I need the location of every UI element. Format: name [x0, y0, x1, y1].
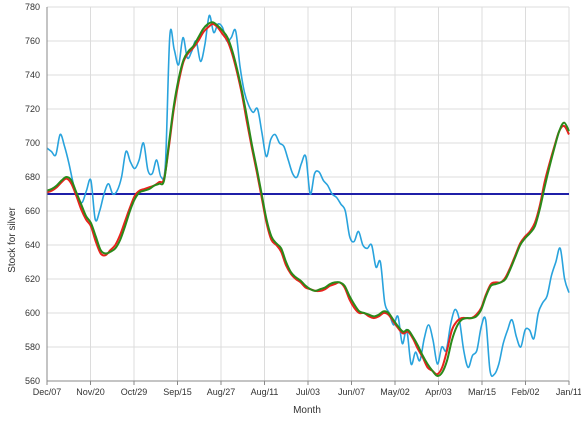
x-tick-label: Dec/07 [33, 387, 62, 397]
y-tick-label: 740 [25, 70, 40, 80]
x-tick-label: Feb/02 [511, 387, 539, 397]
y-axis-title: Stock for silver [7, 207, 18, 273]
axes: 560 580 600 620 640 660 680 700 720 740 760 780 Dec/… [25, 2, 581, 397]
x-tick-label: Apr/03 [425, 387, 452, 397]
y-tick-label: 560 [25, 376, 40, 386]
x-tick-label: Jul/03 [296, 387, 320, 397]
series-line-1 [46, 14, 570, 378]
y-tick-label: 620 [25, 274, 40, 284]
y-tick-label: 640 [25, 240, 40, 250]
y-tick-label: 680 [25, 172, 40, 182]
y-tick-label: 760 [25, 36, 40, 46]
y-tick-label: 700 [25, 138, 40, 148]
x-tick-label: Nov/20 [76, 387, 105, 397]
x-tick-label: Aug/11 [251, 387, 279, 397]
y-tick-label: 780 [25, 2, 40, 12]
x-tick-label: Sep/15 [163, 387, 192, 397]
x-axis-title: Month [293, 405, 321, 416]
x-tick-label: Mar/15 [468, 387, 496, 397]
x-tick-label: Jun/07 [338, 387, 365, 397]
x-tick-label: Oct/29 [121, 387, 148, 397]
y-tick-label: 580 [25, 342, 40, 352]
series-group [46, 14, 570, 378]
y-tick-label: 660 [25, 206, 40, 216]
series-line-3 [46, 21, 570, 377]
x-tick-label: Aug/27 [207, 387, 236, 397]
y-tick-label: 720 [25, 104, 40, 114]
x-tick-label: May/02 [380, 387, 410, 397]
y-tick-label: 600 [25, 308, 40, 318]
x-tick-label: Jan/11 [556, 387, 581, 397]
